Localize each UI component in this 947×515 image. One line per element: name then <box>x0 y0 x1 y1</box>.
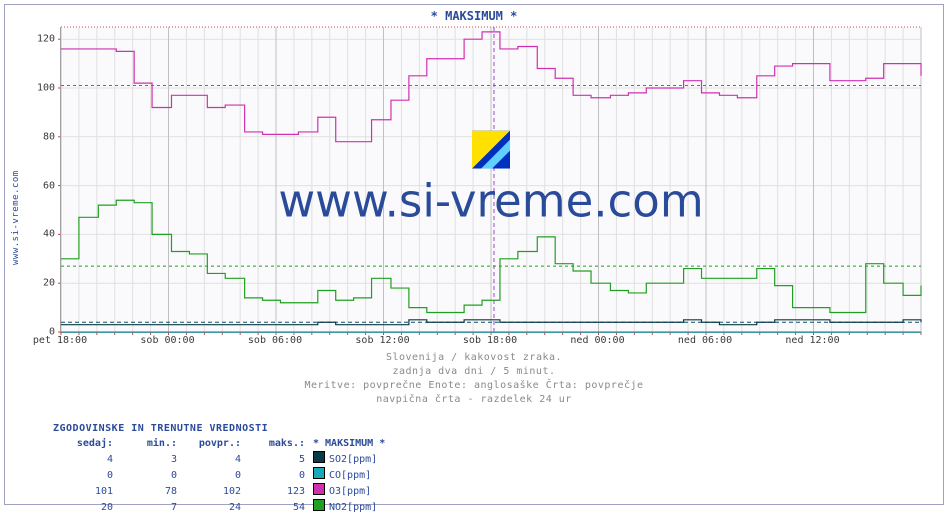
legend-value: 0 <box>181 467 245 483</box>
legend-value: 4 <box>181 451 245 467</box>
x-tick-label: ned 12:00 <box>785 335 839 346</box>
x-tick-label: sob 00:00 <box>140 335 194 346</box>
legend-value: 4 <box>53 451 117 467</box>
legend-row: 2072454NO2[ppm] <box>53 499 407 515</box>
legend-value: 20 <box>53 499 117 515</box>
legend-row: 10178102123O3[ppm] <box>53 483 407 499</box>
caption-line: Meritve: povprečne Enote: anglosaške Črt… <box>5 379 943 393</box>
y-tick-label: 60 <box>43 180 55 191</box>
x-tick-label: sob 18:00 <box>463 335 517 346</box>
legend-value: 5 <box>245 451 309 467</box>
legend-value: 123 <box>245 483 309 499</box>
x-tick-label: sob 12:00 <box>355 335 409 346</box>
legend-value: 101 <box>53 483 117 499</box>
legend-title: ZGODOVINSKE IN TRENUTNE VREDNOSTI <box>53 421 407 436</box>
y-tick-label: 120 <box>37 34 55 45</box>
frame: www.si-vreme.com * MAKSIMUM * www.si-vre… <box>4 4 944 505</box>
legend-swatch-icon <box>313 499 325 511</box>
x-axis-labels: pet 18:00sob 00:00sob 06:00sob 12:00sob … <box>60 335 920 349</box>
legend-value: 102 <box>181 483 245 499</box>
legend-value: 0 <box>117 467 181 483</box>
caption-line: navpična črta - razdelek 24 ur <box>5 393 943 407</box>
legend-series-label: CO[ppm] <box>309 467 407 483</box>
y-tick-label: 20 <box>43 278 55 289</box>
legend-series-label: O3[ppm] <box>309 483 407 499</box>
legend-swatch-icon <box>313 467 325 479</box>
legend-value: 0 <box>53 467 117 483</box>
x-tick-label: pet 18:00 <box>33 335 87 346</box>
legend-col-header: min.: <box>117 436 181 451</box>
x-tick-label: sob 06:00 <box>248 335 302 346</box>
site-label: www.si-vreme.com <box>11 170 21 265</box>
x-tick-label: ned 00:00 <box>570 335 624 346</box>
legend-value: 54 <box>245 499 309 515</box>
legend-value: 0 <box>245 467 309 483</box>
caption-line: zadnja dva dni / 5 minut. <box>5 365 943 379</box>
legend-col-header: povpr.: <box>181 436 245 451</box>
legend-row: 4345SO2[ppm] <box>53 451 407 467</box>
legend-col-header: sedaj: <box>53 436 117 451</box>
y-tick-label: 100 <box>37 83 55 94</box>
legend-col-header: maks.: <box>245 436 309 451</box>
legend-value: 24 <box>181 499 245 515</box>
chart-title: * MAKSIMUM * <box>5 9 943 23</box>
legend-swatch-icon <box>313 483 325 495</box>
y-tick-label: 40 <box>43 229 55 240</box>
chart-svg <box>61 27 921 332</box>
legend-maksimum-header: * MAKSIMUM * <box>309 436 407 451</box>
caption-line: Slovenija / kakovost zraka. <box>5 351 943 365</box>
legend-value: 7 <box>117 499 181 515</box>
chart-captions: Slovenija / kakovost zraka.zadnja dva dn… <box>5 351 943 407</box>
legend-swatch-icon <box>313 451 325 463</box>
chart-plot-area: www.si-vreme.com 020406080100120 <box>60 27 921 333</box>
legend-table: sedaj:min.:povpr.:maks.:* MAKSIMUM *4345… <box>53 436 407 515</box>
legend-series-label: NO2[ppm] <box>309 499 407 515</box>
legend-block: ZGODOVINSKE IN TRENUTNE VREDNOSTI sedaj:… <box>53 421 407 515</box>
legend-value: 3 <box>117 451 181 467</box>
legend-series-label: SO2[ppm] <box>309 451 407 467</box>
legend-row: 0000CO[ppm] <box>53 467 407 483</box>
y-tick-label: 80 <box>43 131 55 142</box>
legend-value: 78 <box>117 483 181 499</box>
x-tick-label: ned 06:00 <box>678 335 732 346</box>
